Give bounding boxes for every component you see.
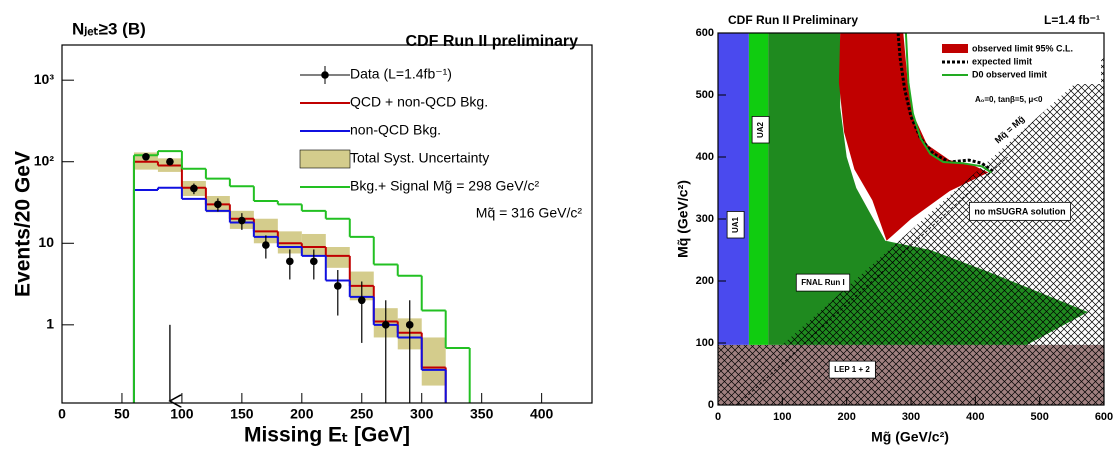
y-axis-label: Mq̃ (GeV/c²) xyxy=(675,180,691,258)
region-hatch xyxy=(718,344,1104,405)
x-tick-label: 250 xyxy=(350,406,374,422)
x-tick-label: 0 xyxy=(715,411,721,423)
legend-label: QCD + non-QCD Bkg. xyxy=(350,94,488,110)
data-point xyxy=(333,282,342,290)
x-tick-label: 50 xyxy=(114,406,130,422)
y-tick-label: 400 xyxy=(696,151,714,163)
annotation: A₀=0, tanβ=5, μ<0 xyxy=(975,95,1043,104)
plot-frame xyxy=(61,44,593,404)
contour-plot: LEP 1 + 2 UA1 UA2 FNAL Run I no mSUGRA solut… xyxy=(675,13,1113,445)
x-axis-label: Mg̃ (GeV/c²) xyxy=(871,429,949,445)
limit-line xyxy=(896,33,996,174)
x-tick-label: 100 xyxy=(170,406,194,422)
region-label: LEP 1 + 2 xyxy=(828,360,876,379)
data-point xyxy=(238,216,246,225)
region-label: UA1 xyxy=(726,211,745,239)
data-point xyxy=(166,157,174,166)
uncertainty-box xyxy=(325,247,350,268)
region-hatch xyxy=(782,57,1104,345)
label-box xyxy=(969,201,1071,221)
legend-label: Data (L=1.4fb⁻¹) xyxy=(350,66,452,82)
x-tick-label: 200 xyxy=(837,411,855,423)
y-tick-label: 10 xyxy=(38,234,54,250)
chart-title: CDF Run II Preliminary xyxy=(728,13,858,27)
diagonal-line xyxy=(737,156,1008,405)
data-point xyxy=(262,241,270,249)
data-point xyxy=(214,200,222,209)
x-tick-label: 400 xyxy=(530,406,554,422)
x-tick-label: 150 xyxy=(230,406,254,422)
legend-point xyxy=(321,71,329,79)
x-tick-label: 200 xyxy=(290,406,314,422)
region-label-text: LEP 1 + 2 xyxy=(834,365,870,374)
limit-line xyxy=(904,33,992,174)
data-point xyxy=(142,152,150,161)
x-tick-label: 600 xyxy=(1095,411,1113,423)
x-tick-label: 500 xyxy=(1030,411,1048,423)
y-tick-label: 100 xyxy=(696,337,714,349)
legend-label: D0 observed limit xyxy=(972,69,1047,79)
plot-frame xyxy=(717,32,1105,406)
data-point xyxy=(381,321,390,329)
region-label-text: FNAL Run I xyxy=(801,278,844,287)
regions xyxy=(718,33,1104,405)
region xyxy=(718,33,749,345)
y-tick-label: 10² xyxy=(34,152,55,168)
luminosity: L=1.4 fb⁻¹ xyxy=(1044,13,1100,27)
region xyxy=(748,33,769,345)
uncertainty-box xyxy=(301,233,326,256)
region xyxy=(838,33,989,241)
label-box xyxy=(828,360,876,379)
data-point xyxy=(286,257,294,266)
region xyxy=(768,33,1088,345)
data-point xyxy=(357,296,366,305)
region-label-text: UA1 xyxy=(731,216,740,233)
uncertainty-box xyxy=(421,337,446,386)
y-tick-label: 300 xyxy=(696,213,714,225)
y-tick-label: 500 xyxy=(696,89,714,101)
region-label: UA2 xyxy=(751,116,770,144)
data-point xyxy=(405,321,414,329)
data-point xyxy=(190,184,198,193)
region-label-text: no mSUGRA solution xyxy=(974,206,1065,216)
y-tick-label: 1 xyxy=(46,316,54,332)
legend-label: expected limit xyxy=(972,56,1032,66)
label-box xyxy=(795,273,851,292)
y-tick-label: 10³ xyxy=(34,71,55,87)
chart-title: CDF Run II preliminary xyxy=(406,33,579,50)
x-tick-label: 400 xyxy=(966,411,984,423)
y-tick-label: 0 xyxy=(708,399,714,411)
data-point xyxy=(310,257,318,266)
legend-label: observed limit 95% C.L. xyxy=(972,43,1073,53)
region-label-text: UA2 xyxy=(756,121,765,138)
x-axis-label: Missing Eₜ [GeV] xyxy=(244,424,410,447)
label-box xyxy=(751,116,770,144)
y-tick-label: 200 xyxy=(696,275,714,287)
signal-note: Mq̃ = 316 GeV/c² xyxy=(476,205,583,221)
x-tick-label: 0 xyxy=(58,406,66,422)
legend-label: Bkg.+ Signal Mg̃ = 298 GeV/c² xyxy=(350,178,539,194)
x-tick-label: 100 xyxy=(773,411,791,423)
region-label: FNAL Run I xyxy=(795,273,851,292)
legend-box xyxy=(299,149,351,169)
legend-label: non-QCD Bkg. xyxy=(350,122,441,138)
legend-swatch xyxy=(942,44,968,53)
label-box xyxy=(726,211,745,239)
subtitle: Nⱼₑₜ≥3 (B) xyxy=(72,19,146,38)
y-axis-label: Events/20 GeV xyxy=(12,151,35,297)
y-tick-label: 600 xyxy=(696,27,714,39)
region-label: no mSUGRA solution xyxy=(969,201,1071,221)
legend-label: Total Syst. Uncertainty xyxy=(350,150,489,166)
x-tick-label: 300 xyxy=(902,411,920,423)
x-tick-label: 350 xyxy=(470,406,494,422)
x-tick-label: 300 xyxy=(410,406,434,422)
